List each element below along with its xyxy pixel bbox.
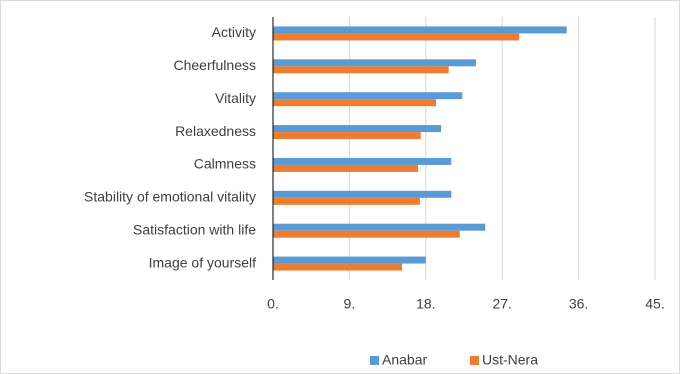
bar — [273, 26, 567, 34]
bar — [273, 59, 476, 67]
bar — [273, 157, 452, 165]
bar — [273, 66, 449, 74]
legend-label: Ust-Nera — [482, 352, 538, 368]
y-tick-label: Activity — [212, 24, 256, 40]
bar — [273, 33, 520, 41]
bar — [273, 230, 460, 238]
bar — [273, 92, 463, 100]
legend-label: Anabar — [382, 352, 427, 368]
y-tick-label: Satisfaction with life — [133, 221, 256, 237]
x-tick-label: 18. — [416, 296, 435, 312]
legend-swatch — [470, 356, 479, 365]
y-tick-label: Stability of emotional vitality — [84, 189, 256, 205]
bar — [273, 132, 421, 140]
y-tick-label: Cheerfulness — [174, 57, 257, 73]
bar — [273, 164, 419, 172]
x-tick-label: 45. — [645, 296, 664, 312]
bar — [273, 223, 486, 231]
x-tick-label: 9. — [344, 296, 356, 312]
x-tick-label: 36. — [569, 296, 588, 312]
x-tick-label: 0. — [267, 296, 279, 312]
y-tick-label: Image of yourself — [149, 254, 256, 270]
legend-swatch — [370, 356, 379, 365]
y-tick-label: Vitality — [215, 90, 256, 106]
y-tick-label: Relaxedness — [175, 123, 256, 139]
bar — [273, 263, 403, 271]
x-tick-label: 27. — [492, 296, 511, 312]
bar — [273, 190, 452, 198]
bar — [273, 125, 442, 133]
bar — [273, 256, 426, 264]
bar — [273, 99, 436, 107]
bar — [273, 197, 420, 205]
y-tick-label: Calmness — [194, 156, 256, 172]
